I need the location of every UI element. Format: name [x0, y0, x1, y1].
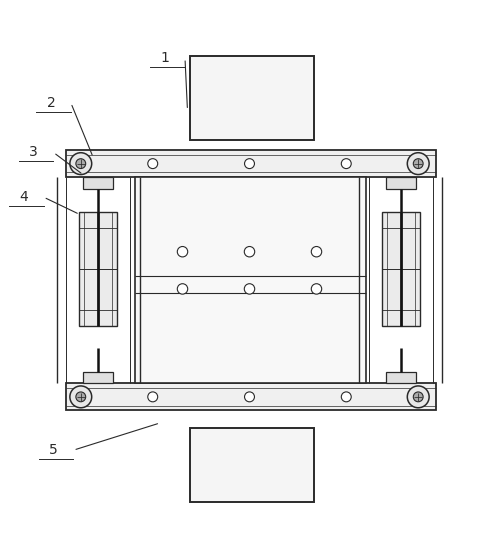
Circle shape: [413, 392, 423, 402]
Bar: [386, 372, 416, 383]
Bar: [190, 56, 314, 140]
Bar: [135, 177, 366, 383]
Bar: [83, 177, 113, 189]
Circle shape: [76, 158, 86, 169]
Circle shape: [341, 392, 351, 402]
Circle shape: [177, 247, 188, 257]
Circle shape: [311, 283, 322, 294]
Circle shape: [245, 158, 254, 169]
Bar: [79, 213, 117, 326]
Circle shape: [407, 153, 429, 175]
Circle shape: [70, 386, 92, 408]
Text: 2: 2: [46, 96, 55, 110]
Bar: [83, 372, 113, 383]
Circle shape: [148, 158, 158, 169]
Circle shape: [70, 153, 92, 175]
Circle shape: [148, 392, 158, 402]
Bar: [382, 213, 420, 326]
Circle shape: [76, 392, 86, 402]
Bar: [190, 428, 314, 502]
Text: 3: 3: [29, 146, 38, 160]
Text: 4: 4: [19, 190, 28, 204]
Circle shape: [413, 158, 423, 169]
Bar: [386, 177, 416, 189]
Bar: [66, 150, 436, 177]
Circle shape: [341, 158, 351, 169]
Circle shape: [245, 392, 254, 402]
Circle shape: [177, 283, 188, 294]
Text: 5: 5: [49, 443, 58, 457]
Circle shape: [245, 283, 254, 294]
Text: 1: 1: [161, 51, 170, 65]
Circle shape: [311, 247, 322, 257]
Circle shape: [245, 247, 254, 257]
Bar: [66, 383, 436, 411]
Circle shape: [407, 386, 429, 408]
